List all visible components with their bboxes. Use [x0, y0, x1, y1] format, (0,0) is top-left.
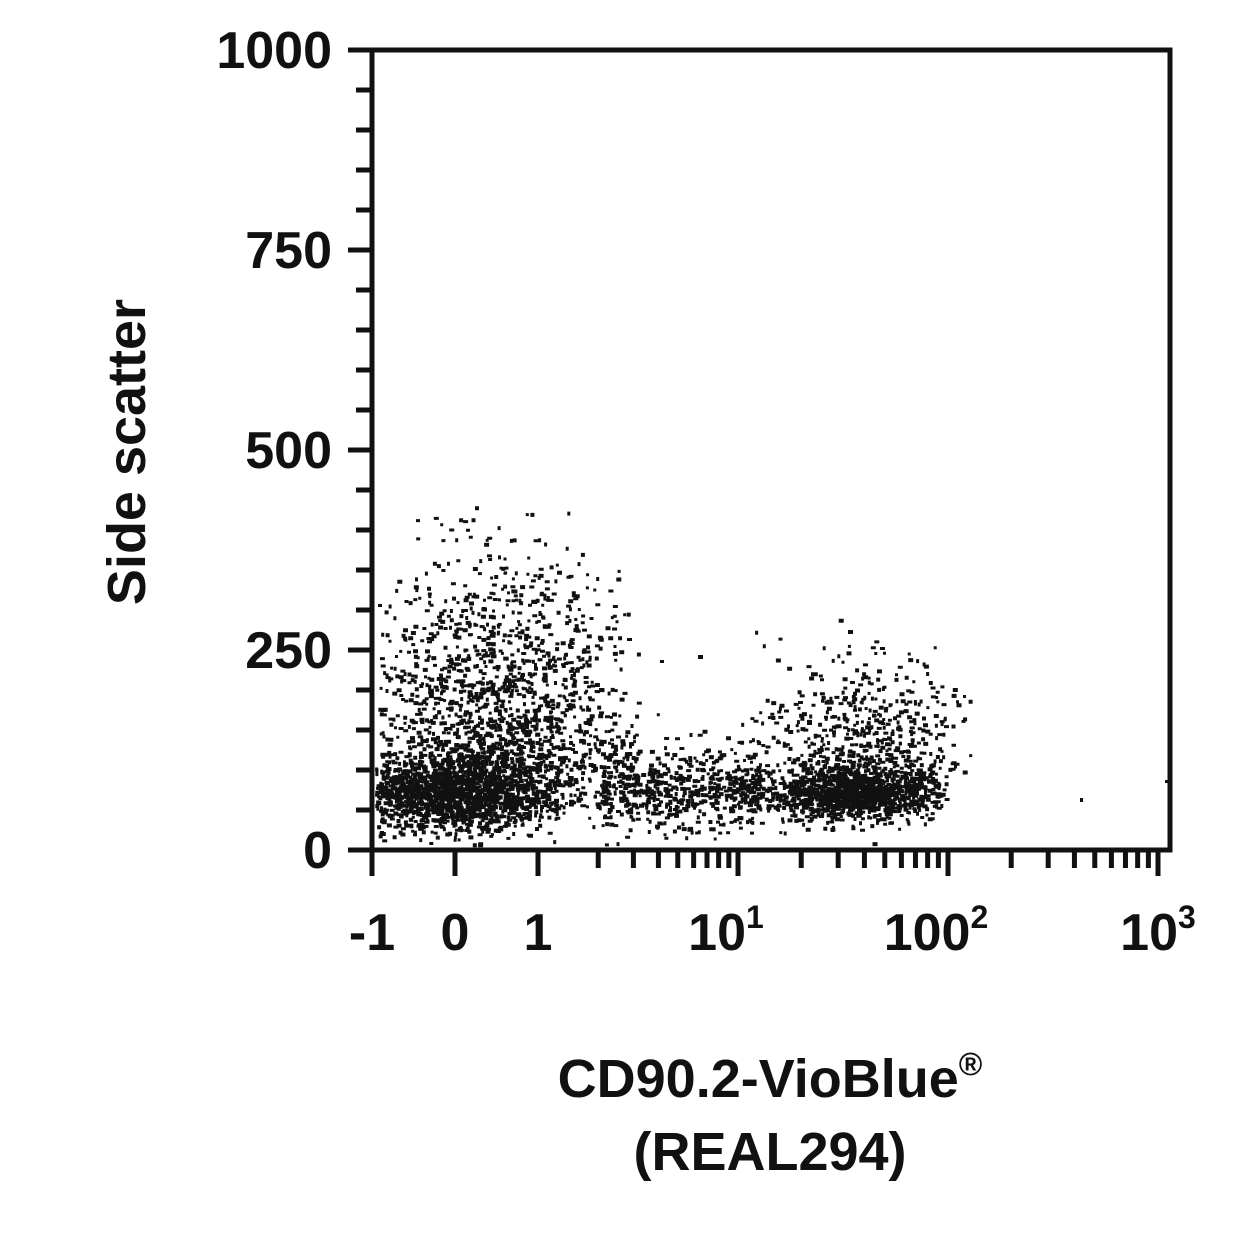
y-tick-label: 500: [245, 422, 332, 480]
axes: [369, 47, 1173, 853]
x-axis-title-line2: (REAL294): [633, 1122, 906, 1182]
y-axis-title: Side scatter: [97, 299, 157, 605]
x-axis-title-main: CD90.2-VioBlue: [558, 1049, 959, 1109]
x-tick-label: 0: [441, 904, 470, 962]
x-tick-label: -1: [349, 904, 395, 962]
y-tick-label: 1000: [216, 22, 332, 80]
x-tick-label: 1: [524, 904, 553, 962]
x-tick-label: 101: [688, 899, 764, 962]
y-tick-label: 250: [245, 622, 332, 680]
plot-frame: [369, 47, 1173, 853]
x-axis-ticks: -1 0 1 101 1002 103: [349, 850, 1196, 962]
scatter-dots: [375, 506, 1170, 848]
y-tick-label: 0: [303, 822, 332, 880]
x-tick-label: 103: [1120, 899, 1196, 962]
scatter-points: [375, 506, 1170, 848]
y-axis-ticks: 0 250 500 750 1000: [216, 22, 372, 880]
x-axis-title-mark: ®: [959, 1046, 983, 1082]
y-tick-label: 750: [245, 222, 332, 280]
x-axis-title-line1: CD90.2-VioBlue®: [558, 1046, 983, 1109]
x-tick-label: 1002: [884, 899, 989, 962]
